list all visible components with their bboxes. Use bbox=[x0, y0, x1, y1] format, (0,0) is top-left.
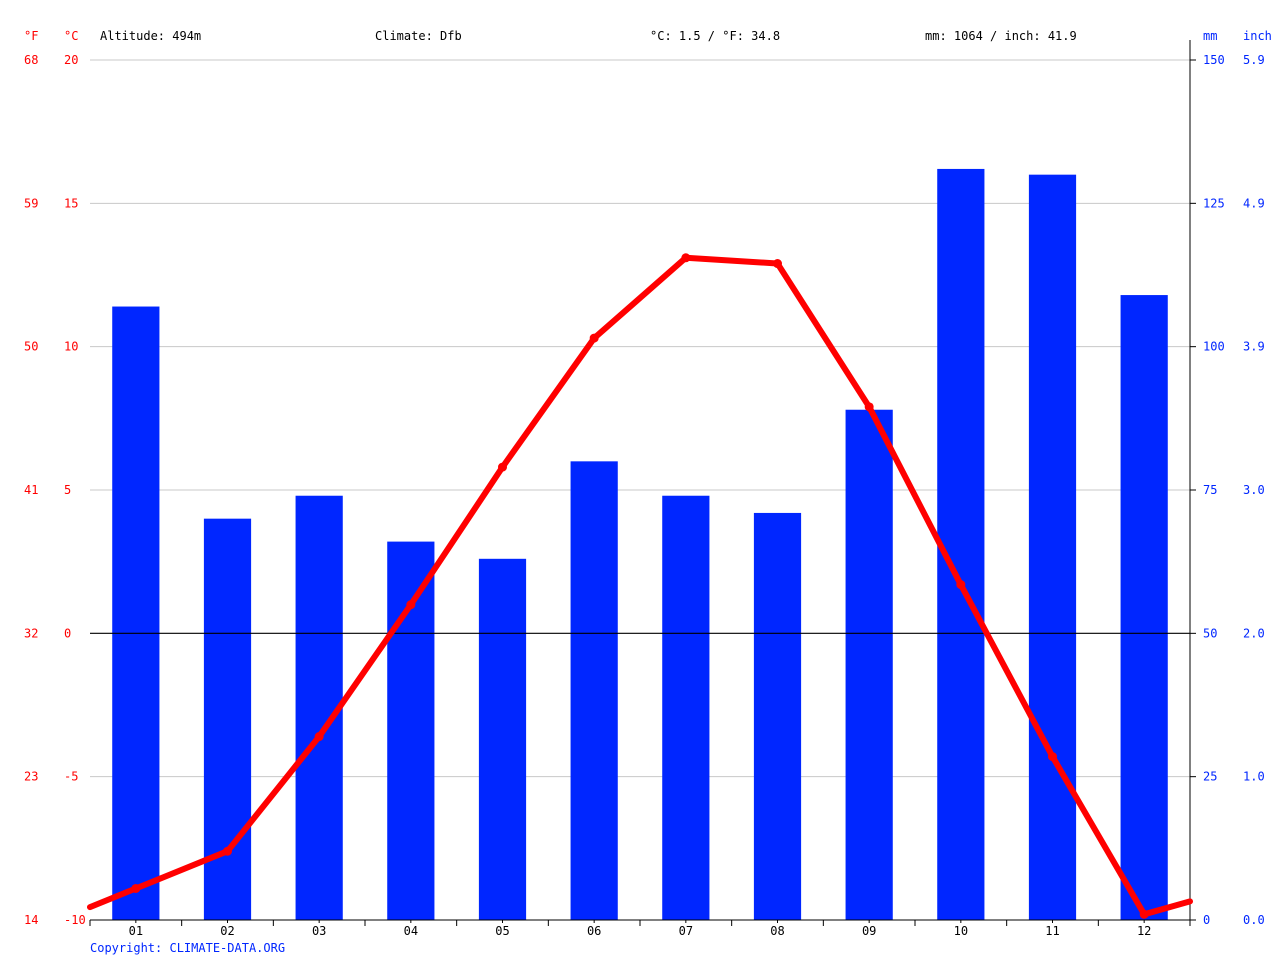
fahrenheit-tick-label: 32 bbox=[24, 626, 38, 640]
fahrenheit-tick-label: 41 bbox=[24, 483, 38, 497]
inch-tick-label: 2.0 bbox=[1243, 626, 1265, 640]
climate-label: Climate: Dfb bbox=[375, 29, 462, 43]
temperature-point bbox=[1139, 909, 1149, 919]
precipitation-total-label: mm: 1064 / inch: 41.9 bbox=[925, 29, 1077, 43]
temperature-average-label: °C: 1.5 / °F: 34.8 bbox=[650, 29, 780, 43]
celsius-tick-label: 5 bbox=[64, 483, 71, 497]
temperature-point bbox=[864, 402, 874, 412]
tick-labels: 68 20 150 5.959 15 125 4.950 10 100 3.941 5 75 3.032… bbox=[24, 53, 1265, 938]
fahrenheit-tick-label: 23 bbox=[24, 770, 38, 784]
month-label: 05 bbox=[495, 924, 509, 938]
month-label: 07 bbox=[679, 924, 693, 938]
temperature-point bbox=[131, 883, 141, 893]
inch-tick-label: 3.0 bbox=[1243, 483, 1265, 497]
celsius-tick-label: 20 bbox=[64, 53, 78, 67]
inch-tick-label: 0.0 bbox=[1243, 913, 1265, 927]
precipitation-bars bbox=[112, 168, 1168, 921]
celsius-tick-label: 10 bbox=[64, 340, 78, 354]
precipitation-bar bbox=[1120, 295, 1168, 921]
temperature-point bbox=[773, 259, 782, 269]
temperature-point bbox=[223, 846, 232, 856]
precipitation-bar bbox=[662, 495, 710, 920]
precipitation-bar bbox=[478, 558, 527, 920]
temperature-point bbox=[681, 253, 691, 263]
temperature-line bbox=[87, 253, 1193, 919]
mm-tick-label: 150 bbox=[1203, 53, 1225, 67]
temperature-point bbox=[314, 732, 324, 742]
inch-tick-label: 3.9 bbox=[1243, 340, 1265, 354]
month-label: 10 bbox=[954, 924, 968, 938]
fahrenheit-unit-label: °F bbox=[24, 29, 38, 43]
mm-tick-label: 25 bbox=[1203, 770, 1217, 784]
precipitation-bar bbox=[937, 168, 985, 920]
inch-tick-label: 1.0 bbox=[1243, 770, 1265, 784]
fahrenheit-tick-label: 50 bbox=[24, 340, 38, 354]
precipitation-bar bbox=[845, 409, 893, 920]
altitude-label: Altitude: 494m bbox=[100, 29, 201, 43]
fahrenheit-tick-label: 59 bbox=[24, 196, 38, 210]
precipitation-bar bbox=[570, 461, 618, 920]
inch-unit-label: inch bbox=[1243, 29, 1272, 43]
temperature-point bbox=[406, 600, 416, 610]
month-label: 08 bbox=[770, 924, 784, 938]
month-label: 11 bbox=[1045, 924, 1059, 938]
temperature-point bbox=[1048, 752, 1057, 762]
mm-tick-label: 50 bbox=[1203, 626, 1217, 640]
month-label: 03 bbox=[312, 924, 326, 938]
mm-tick-label: 100 bbox=[1203, 340, 1225, 354]
celsius-unit-label: °C bbox=[64, 29, 78, 43]
mm-tick-label: 125 bbox=[1203, 196, 1225, 210]
precipitation-bar bbox=[1028, 174, 1077, 920]
month-label: 01 bbox=[129, 924, 143, 938]
month-label: 09 bbox=[862, 924, 876, 938]
fahrenheit-tick-label: 68 bbox=[24, 53, 38, 67]
inch-tick-label: 4.9 bbox=[1243, 196, 1265, 210]
celsius-tick-label: 15 bbox=[64, 196, 78, 210]
precipitation-bar bbox=[295, 495, 343, 920]
month-label: 06 bbox=[587, 924, 601, 938]
month-label: 12 bbox=[1137, 924, 1151, 938]
fahrenheit-tick-label: 14 bbox=[24, 913, 38, 927]
temperature-series-line bbox=[87, 254, 1193, 918]
mm-tick-label: 0 bbox=[1203, 913, 1210, 927]
celsius-tick-label: -5 bbox=[64, 770, 78, 784]
precipitation-bar bbox=[387, 541, 435, 920]
precipitation-bar bbox=[753, 512, 802, 920]
mm-unit-label: mm bbox=[1203, 29, 1217, 43]
mm-tick-label: 75 bbox=[1203, 483, 1217, 497]
celsius-tick-label: 0 bbox=[64, 626, 71, 640]
temperature-point bbox=[956, 580, 966, 590]
chart-axes bbox=[89, 40, 1196, 926]
precipitation-bar bbox=[112, 306, 160, 920]
celsius-tick-label: -10 bbox=[64, 913, 86, 927]
copyright-link[interactable]: Copyright: CLIMATE-DATA.ORG bbox=[90, 941, 285, 955]
gridlines bbox=[90, 59, 1190, 778]
temperature-point bbox=[589, 333, 599, 343]
month-label: 04 bbox=[404, 924, 418, 938]
temperature-point bbox=[498, 462, 507, 472]
inch-tick-label: 5.9 bbox=[1243, 53, 1265, 67]
month-label: 02 bbox=[220, 924, 234, 938]
